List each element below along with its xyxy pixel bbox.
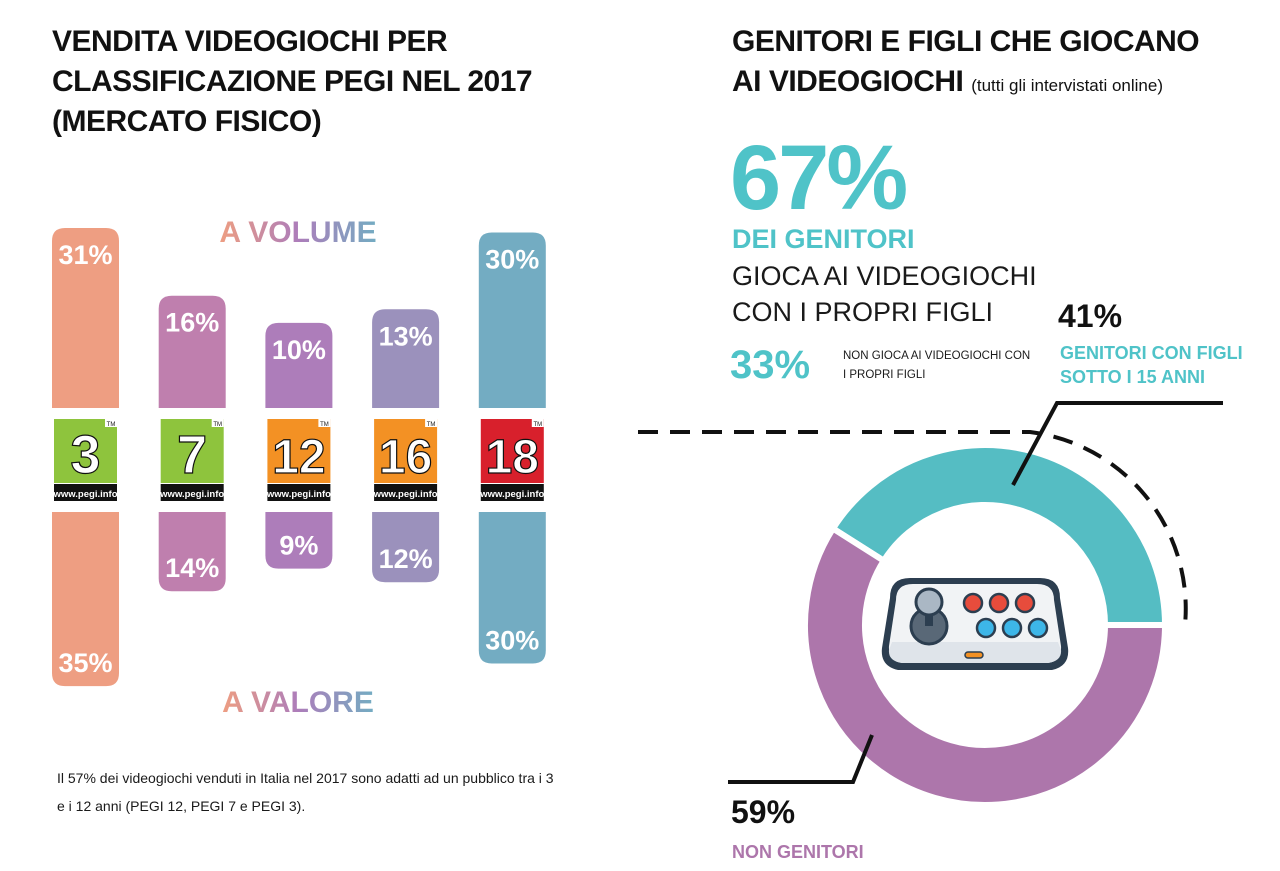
axis-valore-label: A VALORE [222, 686, 374, 719]
slice-41-label: GENITORI CON FIGLI SOTTO I 15 ANNI [1060, 343, 1243, 387]
pegi-badge-number-7: 7 [177, 425, 207, 485]
big-percentage-text: GIOCA AI VIDEOGIOCHI CON I PROPRI FIGLI [732, 261, 1037, 327]
pegi-badge-7 [160, 419, 224, 483]
volume-bar-pegi-7 [158, 295, 226, 408]
value-bar-pegi-12 [265, 512, 333, 569]
leader-line-59 [728, 734, 874, 784]
value-bar-pegi-16 [372, 512, 440, 583]
pegi-badge-tm-18: TM [533, 422, 542, 428]
pegi-badge-18 [480, 419, 544, 483]
parents-donut-chart [638, 401, 1223, 808]
left-chart-title: VENDITA VIDEOGIOCHI PER CLASSIFICAZIONE … [52, 22, 572, 142]
right-title-line-2: AI VIDEOGIOCHI [732, 65, 964, 98]
pegi-badge-url-16: www.pegi.info [373, 489, 438, 500]
value-bar-pegi-18 [478, 512, 546, 664]
volume-bar-pegi-3 [52, 228, 119, 408]
big-percentage: 67% [730, 127, 908, 229]
value-label-pegi-18: 30% [485, 625, 539, 655]
slice-59-label: NON GENITORI [732, 842, 864, 862]
pegi-badge-tm-bg-7 [211, 419, 224, 427]
right-title-line-1: GENITORI E FIGLI CHE GIOCANO [732, 25, 1200, 58]
value-label-pegi-3: 35% [58, 648, 112, 678]
small-percentage: 33% [730, 343, 811, 387]
donut-slice-59 [802, 524, 1169, 808]
value-bar-pegi-3 [52, 512, 119, 687]
right-chart-title: GENITORI E FIGLI CHE GIOCANO AI VIDEOGIO… [732, 22, 1252, 106]
leader-line-41 [1011, 401, 1223, 486]
right-title-sub: (tutti gli intervistati online) [971, 76, 1164, 95]
volume-label-pegi-7: 16% [165, 308, 219, 338]
pegi-badge-number-16: 16 [379, 431, 432, 484]
big-percentage-label: DEI GENITORI [732, 224, 915, 254]
slice-59-value: 59% [731, 794, 796, 830]
arcade-joystick-icon [881, 578, 1069, 670]
pegi-badge-footer-3 [54, 484, 117, 501]
donut-slice-41 [828, 442, 1169, 628]
pegi-badge-url-18: www.pegi.info [479, 489, 544, 500]
pegi-badge-url-12: www.pegi.info [266, 489, 331, 500]
value-label-pegi-7: 14% [165, 553, 219, 583]
left-title-line-2: CLASSIFICAZIONE PEGI NEL 2017 [52, 65, 533, 98]
volume-label-pegi-12: 10% [272, 335, 326, 365]
pegi-badge-16 [374, 419, 438, 483]
left-title-line-1: VENDITA VIDEOGIOCHI PER [52, 25, 448, 58]
pegi-badge-tm-7: TM [213, 422, 222, 428]
pegi-badge-url-7: www.pegi.info [159, 489, 224, 500]
dashed-guide-line [638, 430, 1188, 626]
pegi-badge-number-12: 12 [272, 431, 325, 484]
value-label-pegi-12: 9% [279, 531, 318, 561]
volume-bar-pegi-12 [265, 322, 333, 408]
pegi-badge-footer-16 [374, 484, 438, 501]
pegi-badge-tm-bg-18 [531, 419, 544, 427]
value-bar-pegi-7 [158, 512, 226, 592]
pegi-badge-footer-7 [160, 484, 224, 501]
pegi-badge-tm-bg-12 [318, 419, 331, 427]
pegi-badge-tm-12: TM [320, 422, 329, 428]
volume-bar-pegi-16 [372, 309, 440, 408]
pegi-badge-number-18: 18 [486, 431, 539, 484]
pegi-badge-number-3: 3 [70, 425, 100, 485]
axis-volume-label: A VOLUME [219, 216, 376, 249]
pegi-badge-tm-bg-3 [105, 419, 117, 427]
pegi-bar-chart: A VOLUME A VALORE 31% 35% 3 www.pegi.info TM 16… [52, 216, 546, 719]
small-percentage-text: NON GIOCA AI VIDEOGIOCHI CON I PROPRI FI… [843, 350, 1031, 381]
left-title-line-3: (MERCATO FISICO) [52, 105, 322, 138]
pegi-badge-12 [267, 419, 331, 483]
volume-label-pegi-16: 13% [379, 321, 433, 351]
pegi-badge-3 [54, 419, 117, 483]
volume-label-pegi-18: 30% [485, 245, 539, 275]
volume-bar-pegi-18 [478, 232, 546, 408]
slice-41-value: 41% [1058, 298, 1123, 334]
pegi-badge-footer-18 [480, 484, 544, 501]
pegi-badge-footer-12 [267, 484, 331, 501]
pegi-badge-tm-bg-16 [425, 419, 438, 427]
pegi-badge-url-3: www.pegi.info [52, 489, 117, 500]
volume-label-pegi-3: 31% [58, 240, 112, 270]
pegi-footnote: Il 57% dei videogiochi venduti in Italia… [57, 770, 554, 814]
pegi-badge-tm-16: TM [427, 422, 436, 428]
pegi-badge-tm-3: TM [107, 422, 116, 428]
value-label-pegi-16: 12% [379, 544, 433, 574]
